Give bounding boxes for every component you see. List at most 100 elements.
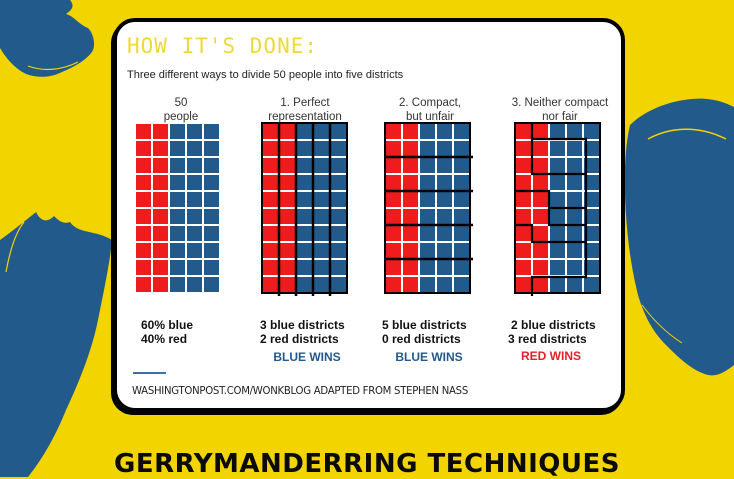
blue-person-cell (314, 277, 329, 292)
blue-person-cell (567, 243, 582, 258)
blue-person-cell (454, 192, 469, 207)
blue-person-cell (437, 141, 452, 156)
red-person-cell (280, 226, 295, 241)
blue-person-cell (297, 124, 312, 139)
red-person-cell (263, 158, 278, 173)
blue-person-cell (331, 209, 346, 224)
blue-person-cell (584, 158, 599, 173)
blue-person-cell (297, 175, 312, 190)
blue-person-cell (584, 175, 599, 190)
red-person-cell (153, 209, 168, 224)
blue-person-cell (331, 175, 346, 190)
blue-person-cell (297, 192, 312, 207)
red-person-cell (136, 226, 151, 241)
blue-person-cell (170, 141, 185, 156)
winner-compact: BLUE WINS (395, 350, 463, 364)
blue-person-cell (550, 226, 565, 241)
red-person-cell (516, 226, 531, 241)
red-person-cell (263, 141, 278, 156)
blue-person-cell (567, 277, 582, 292)
red-person-cell (386, 209, 401, 224)
blue-person-cell (550, 277, 565, 292)
red-person-cell (280, 243, 295, 258)
blue-person-cell (454, 158, 469, 173)
red-person-cell (403, 192, 418, 207)
blue-person-cell (297, 243, 312, 258)
blue-person-cell (170, 209, 185, 224)
red-person-cell (280, 141, 295, 156)
blue-person-cell (204, 158, 219, 173)
blue-person-cell (584, 209, 599, 224)
blue-person-cell (314, 226, 329, 241)
blue-person-cell (204, 141, 219, 156)
red-person-cell (263, 124, 278, 139)
red-person-cell (280, 192, 295, 207)
blue-person-cell (187, 124, 202, 139)
blue-person-cell (420, 209, 435, 224)
blue-person-cell (297, 260, 312, 275)
red-person-cell (516, 243, 531, 258)
winner-neither: RED WINS (521, 349, 581, 363)
red-person-cell (533, 260, 548, 275)
blue-person-cell (187, 243, 202, 258)
blue-person-cell (331, 243, 346, 258)
red-person-cell (136, 175, 151, 190)
blue-person-cell (584, 277, 599, 292)
red-person-cell (533, 243, 548, 258)
blue-person-cell (584, 124, 599, 139)
column-heading-perfect: 1. Perfect representation (268, 97, 342, 123)
red-person-cell (386, 226, 401, 241)
red-person-cell (533, 158, 548, 173)
red-person-cell (386, 158, 401, 173)
red-person-cell (153, 226, 168, 241)
red-person-cell (136, 141, 151, 156)
blue-person-cell (550, 192, 565, 207)
blue-person-cell (187, 192, 202, 207)
blue-person-cell (314, 260, 329, 275)
blue-person-cell (437, 226, 452, 241)
red-person-cell (153, 260, 168, 275)
red-person-cell (280, 209, 295, 224)
blue-person-cell (314, 141, 329, 156)
blue-person-cell (567, 260, 582, 275)
blue-person-cell (454, 124, 469, 139)
blue-person-cell (187, 260, 202, 275)
red-person-cell (516, 260, 531, 275)
blue-person-cell (567, 141, 582, 156)
blue-person-cell (204, 124, 219, 139)
blue-person-cell (170, 158, 185, 173)
red-person-cell (533, 192, 548, 207)
blue-person-cell (454, 277, 469, 292)
red-person-cell (386, 260, 401, 275)
population-grid (136, 124, 219, 292)
red-person-cell (386, 192, 401, 207)
blue-person-cell (187, 158, 202, 173)
blue-person-cell (297, 141, 312, 156)
blue-person-cell (420, 243, 435, 258)
red-person-cell (403, 243, 418, 258)
blue-person-cell (170, 226, 185, 241)
blue-person-cell (187, 226, 202, 241)
blue-person-cell (420, 141, 435, 156)
blue-person-cell (170, 175, 185, 190)
red-person-cell (153, 141, 168, 156)
red-person-cell (280, 158, 295, 173)
blue-person-cell (170, 260, 185, 275)
red-person-cell (516, 175, 531, 190)
red-person-cell (153, 192, 168, 207)
red-person-cell (516, 124, 531, 139)
red-person-cell (136, 124, 151, 139)
red-person-cell (136, 243, 151, 258)
blue-person-cell (567, 158, 582, 173)
red-person-cell (136, 158, 151, 173)
blue-person-cell (454, 209, 469, 224)
blue-person-cell (567, 209, 582, 224)
blue-person-cell (187, 277, 202, 292)
red-person-cell (153, 124, 168, 139)
brush-stroke-top-left (0, 0, 95, 77)
red-person-cell (533, 175, 548, 190)
red-person-cell (280, 175, 295, 190)
blue-person-cell (454, 226, 469, 241)
blue-person-cell (420, 124, 435, 139)
red-person-cell (386, 175, 401, 190)
